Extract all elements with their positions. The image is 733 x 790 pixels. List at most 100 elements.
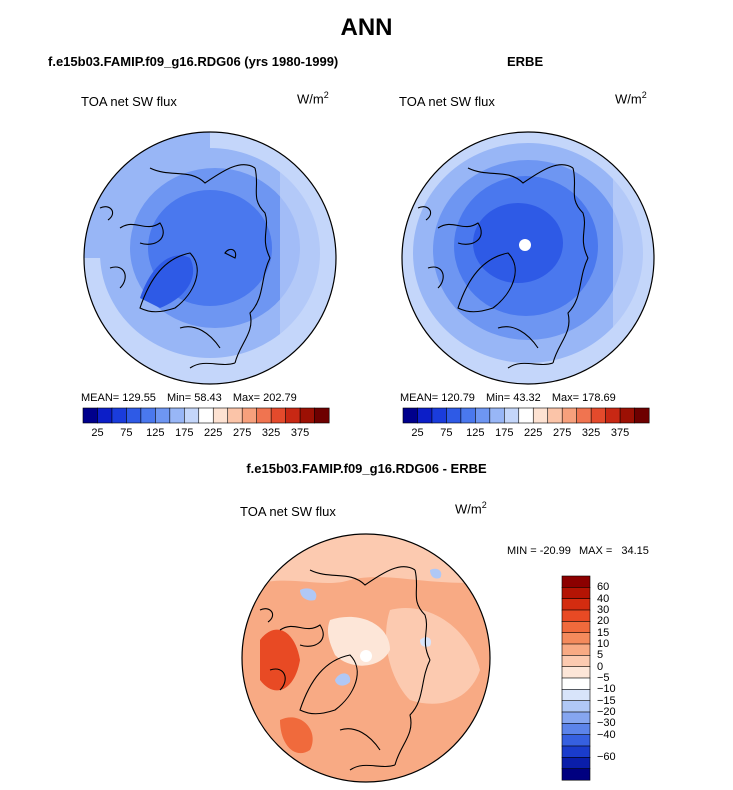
diff-min-label: MIN = xyxy=(507,545,537,557)
panel2-stats: MEAN= 120.79 Min= 43.32 Max= 178.69 xyxy=(400,392,616,404)
panel2-colorbar-swatch xyxy=(576,407,592,424)
diff-colorbar-swatch xyxy=(561,655,591,668)
panel2-colorbar-swatch xyxy=(532,407,549,424)
panel2-colorbar-swatch xyxy=(446,407,462,424)
diff-colorbar-swatch xyxy=(561,677,591,690)
diff-colorbar-swatch xyxy=(561,587,591,600)
panel2-coastlines xyxy=(417,164,589,369)
panel1-colorbar xyxy=(82,407,330,424)
panel2-colorbar-swatch xyxy=(460,407,476,424)
panel2-colorbar-swatch xyxy=(503,407,520,424)
panel2-colorbar-swatch xyxy=(417,407,433,424)
panel1-colorbar-swatch xyxy=(169,407,185,424)
panel2-colorbar-swatch xyxy=(634,407,650,424)
panel2-max-label: Max= xyxy=(551,392,580,404)
panel1-colorbar-swatch xyxy=(227,407,243,424)
diff-colorbar-swatch xyxy=(561,734,591,747)
diff-region-arctic-ocean xyxy=(327,616,390,666)
diff-colorbar-swatch xyxy=(561,643,591,656)
panel2-colorbar-swatch xyxy=(590,407,607,424)
diff-stats: MIN = -20.99 MAX = 34.15 xyxy=(507,545,649,557)
diff-region-east xyxy=(386,608,480,704)
panel2-colorbar-swatch xyxy=(402,407,418,424)
diff-colorbar-swatch xyxy=(561,632,591,645)
panel1-colorbar-tick-label: 75 xyxy=(120,427,133,439)
diff-region-west-max xyxy=(260,629,300,691)
panel2-colorbar-swatch xyxy=(619,407,636,424)
panel2-colorbar-ticks: 25 75 125 175 225 275 325 375 xyxy=(403,427,649,441)
panel2-colorbar-tick-label: 325 xyxy=(581,427,601,439)
diff-region-negative-4 xyxy=(430,568,442,579)
diff-min-value: -20.99 xyxy=(539,545,571,557)
diff-colorbar-swatch xyxy=(561,575,591,588)
diff-units: W/m2 xyxy=(455,500,487,517)
diff-panel-title: f.e15b03.FAMIP.f09_g16.RDG06 - ERBE xyxy=(246,461,487,476)
diff-colorbar-swatch xyxy=(561,700,591,713)
diff-colorbar-label: −5 xyxy=(597,672,610,684)
panel1-max-label: Max= xyxy=(232,392,261,404)
diff-colorbar xyxy=(561,575,591,781)
panel2-mean-label: MEAN= xyxy=(400,392,439,404)
panel2-colorbar-tick-label: 275 xyxy=(552,427,572,439)
panel2-contour-core xyxy=(473,203,563,283)
panel2-colorbar-tick-label: 125 xyxy=(466,427,485,439)
panel2-colorbar-tick-label: 225 xyxy=(524,427,543,439)
panel2-pole-hole xyxy=(519,239,531,251)
diff-colorbar-labels: 60 40 30 20 15 10 5 0 −5 −10 −15 −20 −30 −40 −60 xyxy=(597,576,637,780)
panel1-colorbar-swatch xyxy=(212,407,229,424)
diff-colorbar-label: −10 xyxy=(597,683,616,696)
panel1-colorbar-tick-label: 175 xyxy=(175,427,194,439)
panel1-title: f.e15b03.FAMIP.f09_g16.RDG06 (yrs 1980-1… xyxy=(48,54,339,69)
panel1-colorbar-swatch xyxy=(314,407,330,424)
diff-polar-map xyxy=(241,533,491,783)
panel1-colorbar-ticks: 25 75 125 175 225 275 325 375 xyxy=(83,427,329,441)
panel1-mean-value: 129.55 xyxy=(122,392,156,404)
panel2-colorbar-swatch xyxy=(431,407,447,424)
panel1-colorbar-tick-label: 225 xyxy=(204,427,223,439)
panel2-units: W/m2 xyxy=(615,90,647,107)
panel1-colorbar-swatch xyxy=(140,407,156,424)
panel1-greenland-minimum xyxy=(140,255,194,308)
diff-colorbar-label: −60 xyxy=(597,751,616,764)
diff-colorbar-label: 0 xyxy=(597,660,604,673)
diff-colorbar-label: −40 xyxy=(597,728,616,741)
panel2-min-label: Min= xyxy=(486,392,511,404)
panel1-colorbar-swatch xyxy=(82,407,98,424)
panel1-colorbar-tick-label: 375 xyxy=(290,427,310,439)
panel1-stats: MEAN= 129.55 Min= 58.43 Max= 202.79 xyxy=(81,392,297,404)
panel1-variable-label: TOA net SW flux xyxy=(81,94,177,109)
panel1-colorbar-swatch xyxy=(241,407,258,424)
panel2-colorbar-swatch xyxy=(489,407,505,424)
panel2-colorbar-swatch xyxy=(561,407,578,424)
panel1-colorbar-swatch xyxy=(183,407,200,424)
diff-region-negative-2 xyxy=(335,673,351,686)
diff-colorbar-label: 20 xyxy=(597,615,610,628)
panel1-units: W/m2 xyxy=(297,90,329,107)
panel1-colorbar-swatch xyxy=(299,407,316,424)
panel2-colorbar-tick-label: 75 xyxy=(440,427,453,439)
panel2-max-value: 178.69 xyxy=(582,392,616,404)
diff-colorbar-swatch xyxy=(561,609,591,622)
panel2-mean-value: 120.79 xyxy=(441,392,475,404)
panel1-max-value: 202.79 xyxy=(263,392,297,404)
panel1-colorbar-swatch xyxy=(155,407,171,424)
panel1-colorbar-tick-label: 25 xyxy=(91,427,104,439)
diff-colorbar-label: 15 xyxy=(597,626,610,639)
diff-colorbar-label: 40 xyxy=(597,592,610,605)
panel2-colorbar-swatch xyxy=(605,407,621,424)
diff-coastlines xyxy=(259,566,431,771)
panel2-colorbar-tick-label: 375 xyxy=(610,427,630,439)
panel2-colorbar xyxy=(402,407,650,424)
diff-colorbar-label: 60 xyxy=(597,581,610,594)
diff-colorbar-label: −30 xyxy=(597,717,616,730)
diff-max-label: MAX = xyxy=(578,545,613,557)
panel2-colorbar-swatch xyxy=(475,407,491,424)
diff-colorbar-label: 30 xyxy=(597,604,610,616)
diff-colorbar-swatch xyxy=(561,745,591,758)
panel1-polar-map xyxy=(83,131,337,385)
diff-colorbar-swatch xyxy=(561,757,591,770)
panel2-title: ERBE xyxy=(507,54,544,69)
main-title: ANN xyxy=(340,14,393,41)
panel1-colorbar-swatch xyxy=(97,407,113,424)
panel1-colorbar-swatch xyxy=(256,407,272,424)
